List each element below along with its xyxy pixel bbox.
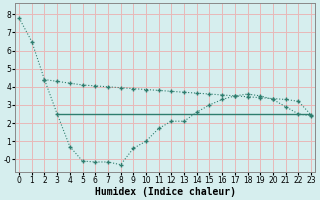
X-axis label: Humidex (Indice chaleur): Humidex (Indice chaleur) bbox=[95, 186, 236, 197]
